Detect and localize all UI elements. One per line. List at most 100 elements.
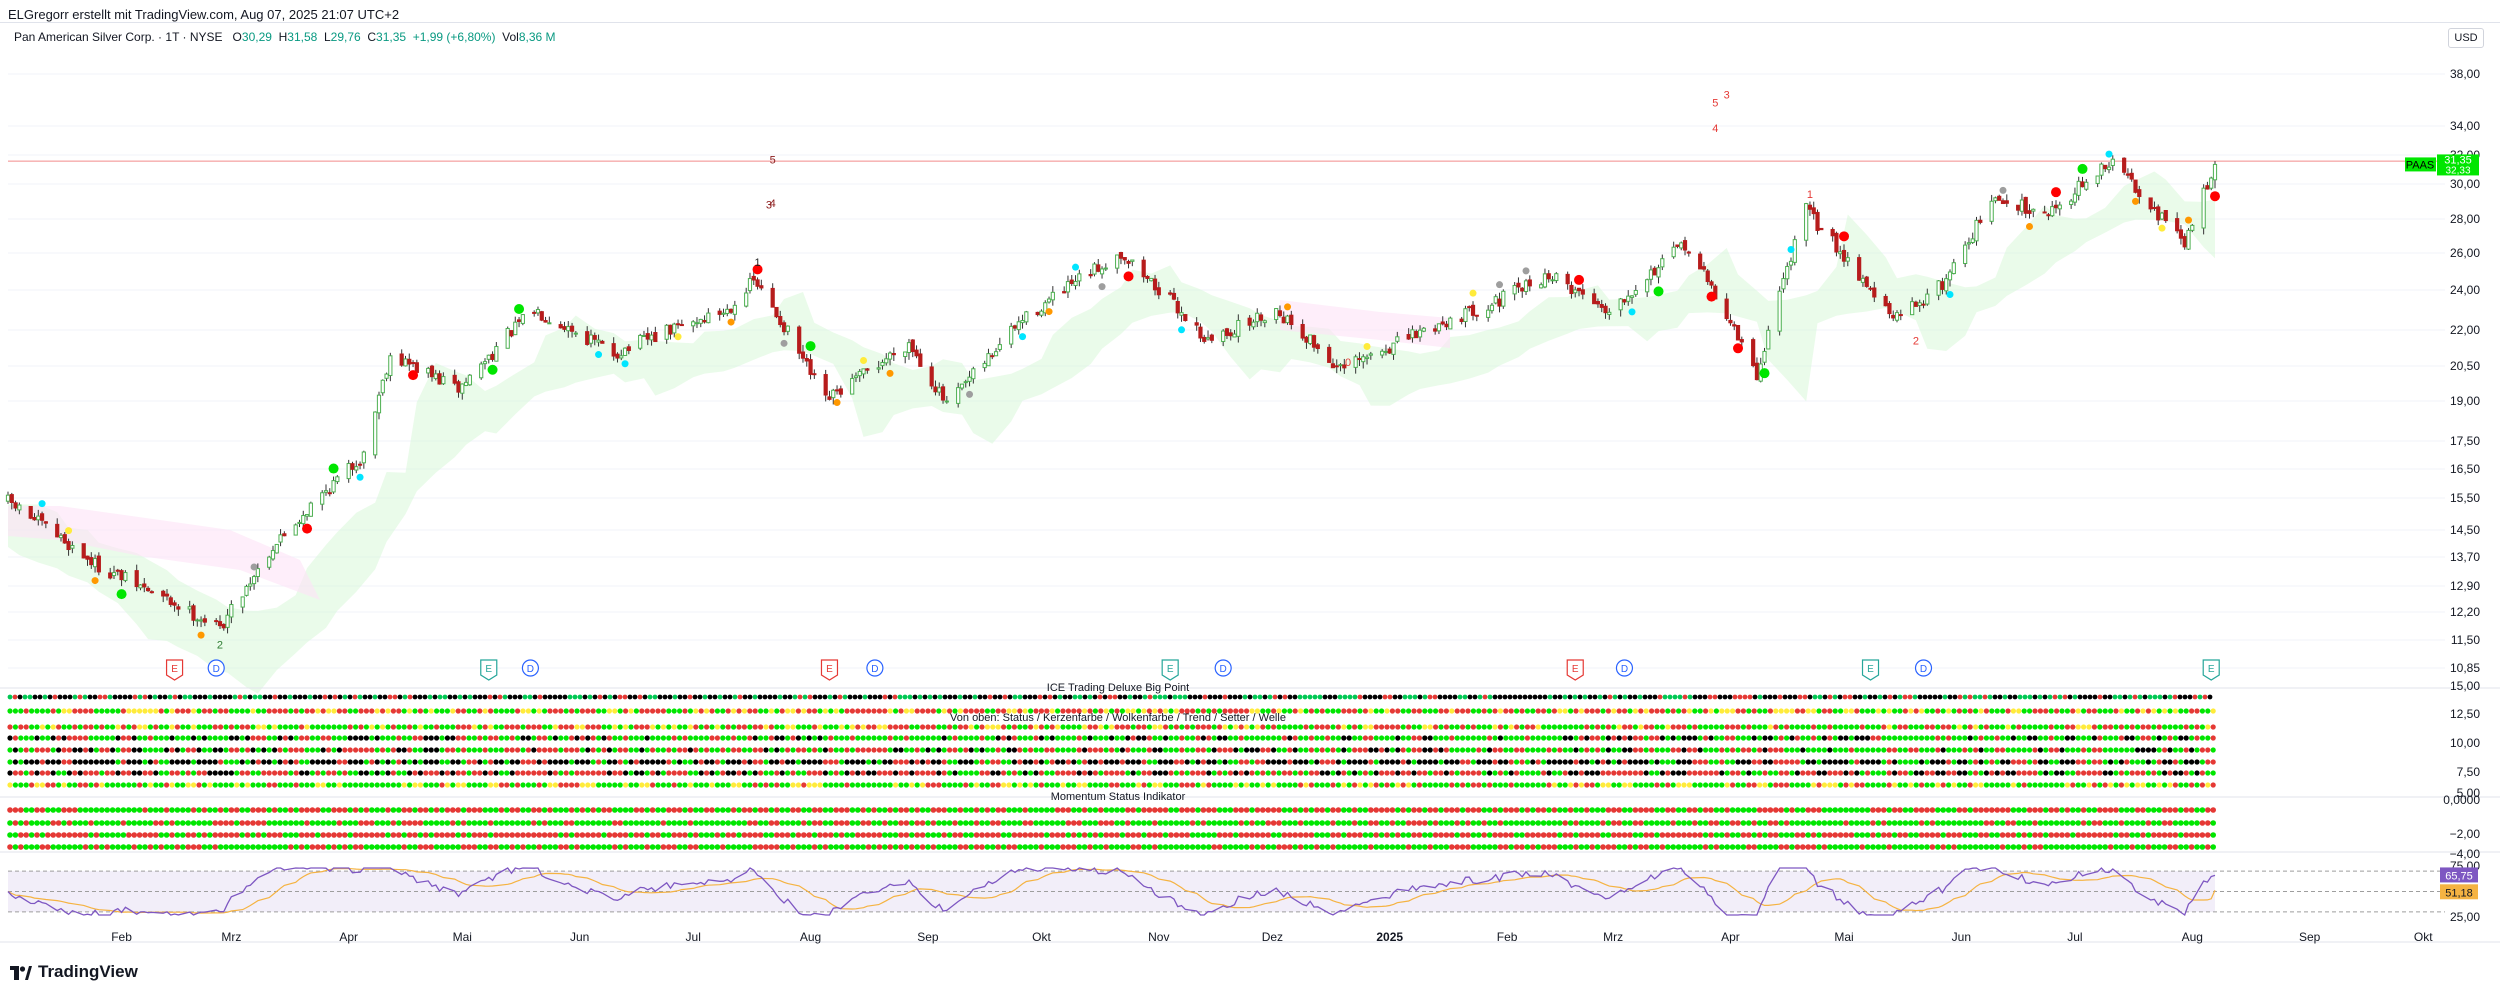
candle-body (58, 534, 64, 539)
indicator-dot (1217, 782, 1223, 788)
candle (516, 316, 522, 328)
indicator-dot (579, 770, 586, 776)
candle (2137, 185, 2142, 204)
indicator-dot (255, 735, 261, 741)
indicator-dot (1465, 770, 1471, 776)
indicator-dot (1217, 724, 1223, 730)
indicator-dot (2210, 759, 2216, 765)
indicator-dot (272, 759, 278, 765)
indicator-dot (1187, 694, 1193, 700)
indicator-dot (1146, 759, 1152, 765)
indicator-dot (1292, 759, 1298, 765)
indicator-dot (1902, 708, 1908, 714)
indicator-dot (574, 782, 580, 788)
indicator-dot (2062, 694, 2068, 700)
indicator-dot (115, 708, 121, 714)
chart-canvas[interactable]: 25341053412EDEDEDEDEDEDE38,0034,0032,003… (0, 0, 2500, 960)
candle (2019, 193, 2025, 216)
indicator-dot (2129, 708, 2135, 714)
indicator-dot (1146, 724, 1152, 730)
indicator-dot (2167, 724, 2173, 730)
indicator-dot (2027, 708, 2033, 714)
indicator-dot (504, 759, 510, 765)
indicator-dot (2124, 759, 2130, 765)
indicator-dot (1373, 782, 1379, 788)
indicator-dot (1087, 782, 1093, 788)
indicator-dot (1044, 759, 1050, 765)
indicator-dot (1260, 782, 1266, 788)
indicator-dot (682, 735, 688, 741)
indicator-dot (585, 708, 591, 714)
candle (433, 369, 438, 381)
indicator-dot (612, 735, 618, 741)
indicator-dot (45, 724, 51, 730)
indicator-dot (1902, 724, 1908, 730)
indicator-dot (2122, 694, 2128, 700)
indicator-dot (822, 782, 829, 788)
indicator-dot (304, 735, 310, 741)
indicator-dot (714, 747, 721, 753)
indicator-dot (1319, 759, 1325, 765)
indicator-dot (612, 708, 618, 714)
indicator-dot (1022, 782, 1028, 788)
indicator-dot (2156, 770, 2162, 776)
indicator-dot (142, 782, 148, 788)
indicator-dot (504, 735, 510, 741)
indicator-dot (2032, 782, 2038, 788)
indicator-dot (2097, 708, 2103, 714)
indicator-dot (882, 735, 888, 741)
indicator-dot (1157, 807, 1163, 813)
indicator-dot (2064, 782, 2070, 788)
indicator-dot (2194, 782, 2200, 788)
candle (1168, 289, 1173, 296)
indicator-dot (293, 747, 299, 753)
indicator-dot (1681, 747, 1687, 753)
indicator-dot (2021, 735, 2027, 741)
signal-dots (38, 150, 2220, 639)
indicator-dot (2162, 708, 2168, 714)
indicator-dot (1732, 694, 1738, 700)
indicator-dot (1103, 708, 1109, 714)
indicator-dot (1784, 735, 1790, 741)
indicator-dot (1913, 708, 1919, 714)
indicator-dot (1730, 759, 1736, 765)
candle-body (1073, 280, 1078, 286)
indicator-dot (601, 759, 607, 765)
indicator-dot (1082, 770, 1088, 776)
indicator-dot (839, 708, 845, 714)
indicator-dot (1875, 735, 1881, 741)
candle (1046, 296, 1052, 304)
indicator-dot (1109, 782, 1115, 788)
indicator-dot (1886, 782, 1892, 788)
indicator-dot (1308, 807, 1315, 813)
indicator-dot (1119, 747, 1125, 753)
indicator-dot (1616, 735, 1622, 741)
indicator-dot (2129, 747, 2135, 753)
candle (1387, 346, 1392, 355)
indicator-dot (2167, 735, 2173, 741)
indicator-dot (747, 807, 753, 813)
candle-body (694, 322, 700, 325)
indicator-dot (1578, 724, 1584, 730)
candle-body (1595, 301, 1601, 305)
indicator-dot (147, 782, 153, 788)
indicator-dot (2097, 782, 2103, 788)
indicator-dot (1022, 735, 1028, 741)
indicator-dot (1292, 770, 1298, 776)
indicator-dot (342, 747, 348, 753)
indicator-dot (482, 694, 488, 700)
candle-body (1395, 336, 1400, 342)
indicator-dot (806, 708, 812, 714)
indicator-dot (650, 708, 656, 714)
indicator-dot (1978, 724, 1984, 730)
candle-body (619, 355, 624, 359)
indicator-dot (1047, 694, 1053, 700)
indicator-dot (709, 724, 715, 730)
candle (1917, 299, 1922, 312)
indicator-dot (88, 770, 94, 776)
indicator-dot (110, 759, 116, 765)
indicator-dot (1011, 770, 1018, 776)
candle-body (1096, 264, 1101, 272)
candle (5, 491, 11, 504)
indicator-dot (1373, 708, 1379, 714)
